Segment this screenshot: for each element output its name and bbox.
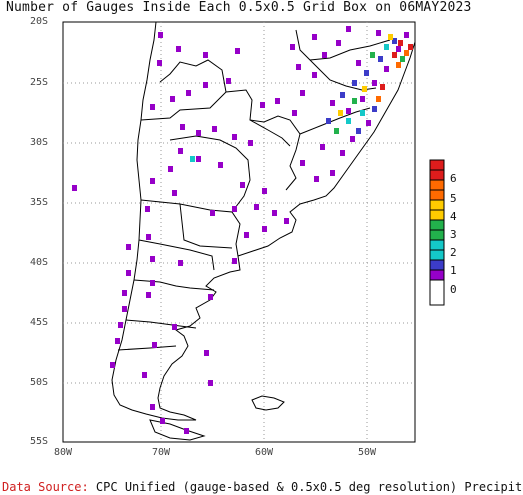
x-tick-label: 60W	[255, 447, 274, 458]
legend-label: 6	[450, 172, 457, 185]
x-tick-label: 50W	[358, 447, 377, 458]
legend-label: 1	[450, 264, 457, 277]
data-source-text: CPC Unified (gauge-based & 0.5x0.5 deg r…	[95, 480, 523, 494]
y-tick-label: 55S	[30, 436, 49, 447]
x-tick-label: 80W	[54, 447, 73, 458]
legend-label: 5	[450, 192, 457, 205]
y-tick-label: 50S	[30, 377, 49, 388]
map-title: Number of Gauges Inside Each 0.5x0.5 Gri…	[6, 0, 472, 15]
data-source-label: Data Source:	[2, 480, 89, 494]
legend-label: 2	[450, 246, 457, 259]
data-source-footer: Data Source: CPC Unified (gauge-based & …	[2, 480, 523, 494]
gauge-boxes	[72, 26, 413, 434]
legend-colorbar	[429, 159, 445, 306]
y-tick-label: 20S	[30, 16, 49, 27]
legend-label: 4	[450, 210, 457, 223]
y-tick-label: 30S	[30, 137, 49, 148]
legend-label: 3	[450, 228, 457, 241]
legend-label: 0	[450, 283, 457, 296]
y-tick-label: 35S	[30, 197, 49, 208]
y-tick-label: 25S	[30, 77, 49, 88]
x-tick-label: 70W	[152, 447, 171, 458]
y-tick-label: 45S	[30, 317, 49, 328]
map-frame	[62, 21, 416, 443]
y-tick-label: 40S	[30, 257, 49, 268]
